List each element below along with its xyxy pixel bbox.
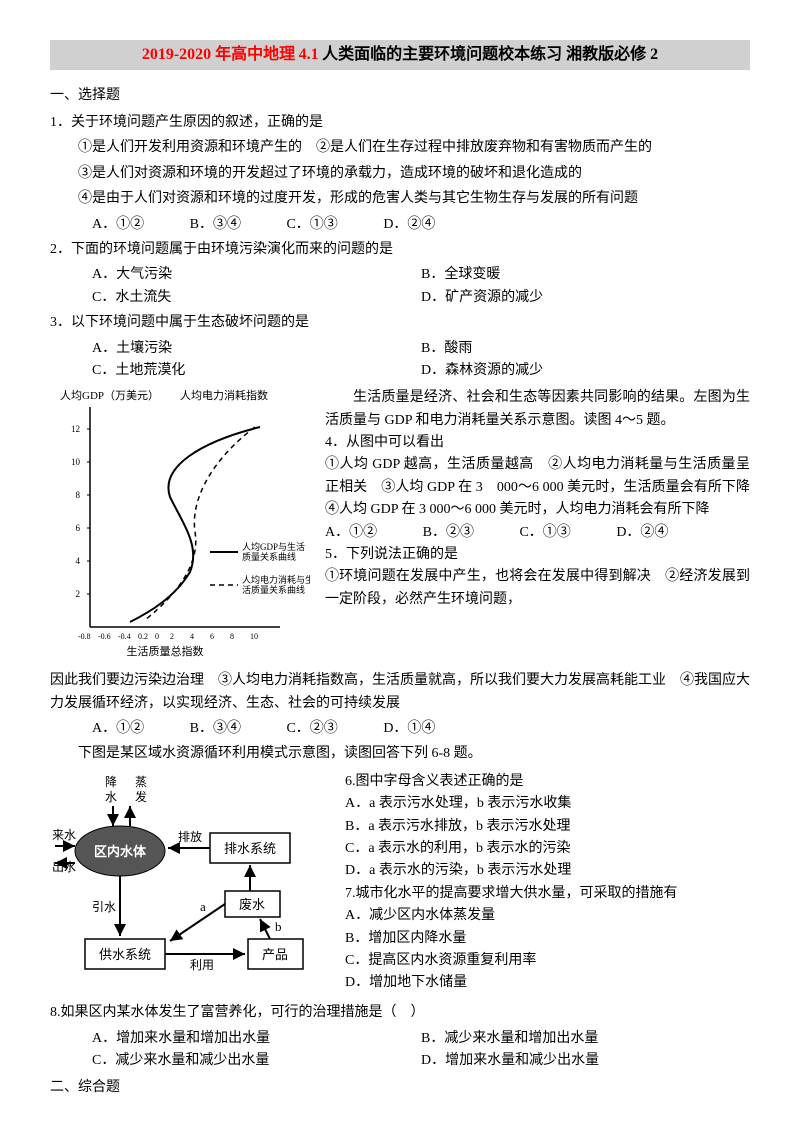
q4-option-c[interactable]: C．①③ [519, 525, 570, 540]
q1-option-d[interactable]: D．②④ [383, 217, 435, 232]
svg-text:发: 发 [135, 789, 147, 804]
q68-intro: 下图是某区域水资源循环利用模式示意图，读图回答下列 6-8 题。 [50, 743, 750, 765]
q2-options-row2: C．水土流失 D．矿产资源的减少 [92, 287, 750, 309]
q3-options: A．土壤污染 B．酸雨 [92, 338, 750, 360]
svg-text:蒸: 蒸 [135, 775, 147, 789]
q8-options: A．增加来水量和增加出水量 B．减少来水量和增加出水量 [92, 1028, 750, 1050]
legend-dash-2: 活质量关系曲线 [242, 584, 305, 595]
svg-text:10: 10 [71, 457, 81, 467]
q8-option-c[interactable]: C．减少来水量和减少出水量 [92, 1050, 421, 1072]
q1-stem: 1．关于环境问题产生原因的叙述，正确的是 [50, 112, 750, 134]
svg-text:排水系统: 排水系统 [224, 841, 276, 856]
svg-text:0: 0 [155, 632, 159, 641]
curve-power-dashed [145, 427, 255, 620]
svg-text:6: 6 [210, 632, 214, 641]
chart-ylabel-left: 人均GDP（万美元） [60, 389, 159, 402]
q3-option-d[interactable]: D．森林资源的减少 [421, 360, 750, 382]
svg-text:12: 12 [71, 424, 80, 434]
svg-text:a: a [200, 899, 206, 914]
q3-option-a[interactable]: A．土壤污染 [92, 338, 421, 360]
q8-option-b[interactable]: B．减少来水量和增加出水量 [421, 1028, 750, 1050]
svg-text:水: 水 [105, 790, 117, 804]
svg-text:0.2: 0.2 [138, 632, 148, 641]
q1-option-b[interactable]: B．③④ [190, 217, 241, 232]
svg-text:8: 8 [230, 632, 234, 641]
q2-option-c[interactable]: C．水土流失 [92, 287, 421, 309]
svg-text:10: 10 [250, 632, 258, 641]
svg-text:排放: 排放 [178, 829, 202, 844]
svg-text:利用: 利用 [190, 958, 214, 972]
q8-stem: 8.如果区内某水体发生了富营养化，可行的治理措施是（ ） [50, 1002, 750, 1024]
q4-option-b[interactable]: B．②③ [423, 525, 474, 540]
svg-text:4: 4 [190, 632, 194, 641]
q1-options: A．①② B．③④ C．①③ D．②④ [92, 214, 750, 236]
q2-stem: 2．下面的环境问题属于由环境污染演化而来的问题的是 [50, 239, 750, 261]
q4-option-a[interactable]: A．①② [325, 525, 377, 540]
svg-text:废水: 废水 [239, 897, 265, 912]
legend-dash-1: 人均电力消耗与生 [242, 574, 310, 585]
q5-options: A．①② B．③④ C．②③ D．①④ [92, 718, 750, 740]
chart-xlabel: 生活质量总指数 [127, 644, 204, 658]
svg-text:供水系统: 供水系统 [99, 947, 151, 962]
q8-option-d[interactable]: D．增加来水量和减少出水量 [421, 1050, 750, 1072]
title-red-2: 4.1 [299, 46, 319, 63]
svg-text:2: 2 [76, 589, 81, 599]
legend-solid-1: 人均GDP与生活 [242, 541, 305, 552]
svg-text:-0.8: -0.8 [78, 632, 91, 641]
svg-text:来水: 来水 [52, 828, 76, 842]
q4-q5-block: 人均GDP（万美元） 人均电力消耗指数 2 4 6 8 10 12 -0.8-0… [50, 387, 750, 667]
title-bar: 2019-2020 年高中地理 4.1 人类面临的主要环境问题校本练习 湘教版必… [50, 40, 750, 70]
q2-option-d[interactable]: D．矿产资源的减少 [421, 287, 750, 309]
q5-body2: 因此我们要边污染边治理 ③人均电力消耗指数高，生活质量就高，所以我们要大力发展高… [50, 670, 750, 715]
q4-option-d[interactable]: D．②④ [616, 525, 668, 540]
q5-option-d[interactable]: D．①④ [383, 721, 435, 736]
svg-text:区内水体: 区内水体 [94, 844, 147, 859]
q1-option-c[interactable]: C．①③ [286, 217, 337, 232]
chart-ylabel-right: 人均电力消耗指数 [180, 388, 268, 402]
q1-option-a[interactable]: A．①② [92, 217, 144, 232]
q6-q7-block: 降水 蒸发 区内水体 来水 出水 排水系统 排放 废水 a [50, 771, 750, 999]
q3-option-c[interactable]: C．土地荒漠化 [92, 360, 421, 382]
section-1-heading: 一、选择题 [50, 85, 750, 107]
svg-text:4: 4 [76, 556, 81, 566]
q5-option-b[interactable]: B．③④ [190, 721, 241, 736]
title-red-1: 2019-2020 年高中地理 [142, 46, 295, 63]
water-cycle-diagram: 降水 蒸发 区内水体 来水 出水 排水系统 排放 废水 a [50, 771, 330, 999]
chart-yticks: 2 4 6 8 10 12 [71, 424, 90, 599]
svg-text:-0.6: -0.6 [98, 632, 111, 641]
q1-line2: ③是人们对资源和环境的开发超过了环境的承载力，造成环境的破坏和退化造成的 [50, 163, 750, 185]
section-2-heading: 二、综合题 [50, 1077, 750, 1099]
svg-text:-0.4: -0.4 [118, 632, 131, 641]
q8-option-a[interactable]: A．增加来水量和增加出水量 [92, 1028, 421, 1050]
q5-option-c[interactable]: C．②③ [286, 721, 337, 736]
title-black: 人类面临的主要环境问题校本练习 湘教版必修 2 [322, 46, 658, 63]
gdp-quality-chart: 人均GDP（万美元） 人均电力消耗指数 2 4 6 8 10 12 -0.8-0… [50, 387, 310, 667]
svg-text:产品: 产品 [262, 947, 288, 962]
svg-text:引水: 引水 [92, 900, 116, 914]
svg-text:6: 6 [76, 523, 81, 533]
chart-xticks: -0.8 -0.6 -0.4 0.2 0 2 4 6 8 10 [78, 632, 258, 641]
q3-stem: 3．以下环境问题中属于生态破坏问题的是 [50, 312, 750, 334]
q2-options: A．大气污染 B．全球变暖 [92, 264, 750, 286]
q3-option-b[interactable]: B．酸雨 [421, 338, 750, 360]
svg-text:b: b [275, 919, 282, 934]
svg-text:降: 降 [105, 775, 117, 789]
q5-option-a[interactable]: A．①② [92, 721, 144, 736]
q1-line3: ④是由于人们对资源和环境的过度开发，形成的危害人类与其它生物生存与发展的所有问题 [50, 188, 750, 210]
q1-line1: ①是人们开发利用资源和环境产生的 ②是人们在生存过程中排放废弃物和有害物质而产生… [50, 137, 750, 159]
q3-options-row2: C．土地荒漠化 D．森林资源的减少 [92, 360, 750, 382]
svg-text:2: 2 [170, 632, 174, 641]
q8-options-row2: C．减少来水量和减少出水量 D．增加来水量和减少出水量 [92, 1050, 750, 1072]
legend-solid-2: 质量关系曲线 [242, 551, 296, 562]
q2-option-a[interactable]: A．大气污染 [92, 264, 421, 286]
svg-text:8: 8 [76, 490, 81, 500]
q2-option-b[interactable]: B．全球变暖 [421, 264, 750, 286]
